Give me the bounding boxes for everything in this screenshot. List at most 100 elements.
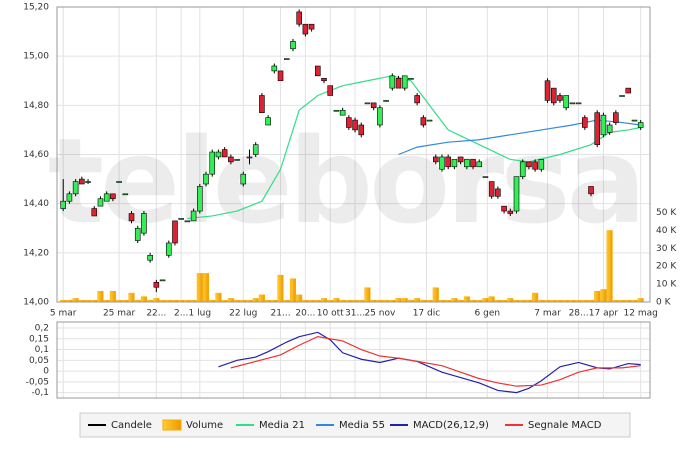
candle-body bbox=[165, 242, 172, 256]
candle-body bbox=[110, 193, 116, 200]
candle-body bbox=[308, 23, 315, 30]
candle-body bbox=[631, 119, 638, 122]
x-tick-label: 6 gen bbox=[475, 309, 501, 319]
y2-tick-label: 50 K bbox=[656, 208, 677, 218]
y2-tick-label: 30 K bbox=[656, 244, 677, 254]
y2-tick-label: 0 K bbox=[656, 298, 672, 308]
line bbox=[230, 336, 641, 387]
candle-body bbox=[408, 77, 414, 80]
price-panel: 14,00 14,20 14,40 14,60 14,80 15,00 15,20 teleb… bbox=[23, 3, 677, 319]
candle-body bbox=[637, 122, 644, 128]
volume-bar bbox=[432, 287, 439, 303]
candle-body bbox=[594, 112, 601, 145]
candle-body bbox=[364, 102, 371, 105]
y2-tick-label: 10 K bbox=[656, 280, 677, 290]
volume-bar bbox=[128, 292, 135, 303]
candle-body bbox=[221, 149, 228, 158]
candle-body bbox=[501, 205, 507, 212]
volume-bar bbox=[463, 296, 470, 303]
x-tick-label: 20... bbox=[295, 309, 315, 319]
volume-bar bbox=[196, 273, 203, 303]
y-tick-label: -0,05 bbox=[26, 377, 49, 387]
volume-bar bbox=[333, 298, 340, 303]
volume-bar bbox=[414, 298, 421, 303]
candle-body bbox=[246, 156, 253, 159]
candle-body bbox=[507, 210, 514, 214]
candle-body bbox=[85, 181, 91, 183]
volume-bar bbox=[488, 296, 495, 303]
plot-frame bbox=[56, 6, 651, 303]
y-tick-label: 0,1 bbox=[35, 345, 49, 355]
candle-body bbox=[197, 186, 203, 212]
candle-body bbox=[557, 95, 563, 101]
x-tick-label: 10 ott bbox=[317, 309, 344, 319]
y-tick-label: 0 bbox=[43, 367, 49, 377]
volume-bar bbox=[401, 298, 408, 303]
candle-body bbox=[606, 124, 613, 133]
y-tick-label: 14,60 bbox=[23, 150, 49, 160]
candle-body bbox=[134, 227, 141, 241]
x-tick-label: 2... bbox=[174, 309, 188, 319]
candle-body bbox=[190, 210, 197, 222]
candle-body bbox=[153, 282, 160, 288]
volume-bar bbox=[97, 291, 104, 303]
y-tick-label: -0,1 bbox=[31, 388, 49, 398]
x-tick-label: 7 mar bbox=[534, 309, 561, 319]
candle-body bbox=[346, 117, 352, 128]
candle-body bbox=[464, 159, 470, 168]
line bbox=[187, 75, 641, 220]
x-tick-label: 5 mar bbox=[50, 309, 77, 319]
candle-body bbox=[79, 178, 85, 185]
candle-body bbox=[582, 117, 588, 128]
line bbox=[218, 331, 641, 394]
candle-body bbox=[234, 159, 240, 161]
candle-body bbox=[259, 95, 265, 114]
candle-body bbox=[625, 87, 632, 94]
candle-body bbox=[377, 107, 383, 126]
legend-label: Volume bbox=[186, 420, 223, 431]
candle-body bbox=[103, 193, 110, 202]
candle-body bbox=[619, 95, 625, 97]
candle-body bbox=[569, 102, 576, 105]
legend-label: Media 21 bbox=[259, 420, 305, 431]
candle-body bbox=[482, 176, 489, 178]
candle-body bbox=[575, 102, 582, 105]
candle-body bbox=[290, 41, 296, 50]
legend-swatch bbox=[162, 419, 182, 431]
candle-body bbox=[532, 161, 538, 170]
candle-body bbox=[401, 75, 408, 89]
candle-body bbox=[432, 156, 439, 163]
y-tick-label: 0,05 bbox=[29, 356, 49, 366]
candle-body bbox=[383, 100, 389, 102]
candle-body bbox=[159, 279, 166, 282]
volume-bar bbox=[109, 291, 116, 303]
candle-body bbox=[72, 181, 79, 195]
candle-body bbox=[358, 124, 365, 136]
volume-bar bbox=[451, 298, 458, 303]
volume-bar bbox=[507, 298, 514, 303]
candle-body bbox=[451, 159, 458, 168]
volume-bar bbox=[153, 298, 160, 303]
candle-body bbox=[439, 156, 445, 170]
legend-items: Candele Volume Media 21 Media 55 MACD(26,12,… bbox=[88, 419, 602, 431]
candle-body bbox=[296, 11, 302, 25]
candle-body bbox=[252, 144, 259, 155]
x-tick-label: 21... bbox=[271, 309, 291, 319]
candle-body bbox=[271, 65, 278, 72]
volume-bar bbox=[364, 287, 371, 303]
volume-bar bbox=[600, 289, 607, 303]
watermark: teleborsa bbox=[48, 112, 643, 250]
volume-bar bbox=[594, 291, 601, 303]
candle-body bbox=[277, 70, 284, 82]
volume-bar bbox=[277, 274, 284, 303]
candle-body bbox=[339, 109, 346, 116]
x-tick-label: 28... bbox=[569, 309, 589, 319]
y-tick-label: 0,15 bbox=[29, 334, 49, 344]
candle-body bbox=[66, 193, 73, 202]
candle-body bbox=[116, 181, 122, 183]
y-tick-label: 14,40 bbox=[23, 199, 49, 209]
candle-body bbox=[327, 85, 333, 96]
candle-body bbox=[184, 220, 191, 223]
candle-body bbox=[203, 173, 209, 185]
